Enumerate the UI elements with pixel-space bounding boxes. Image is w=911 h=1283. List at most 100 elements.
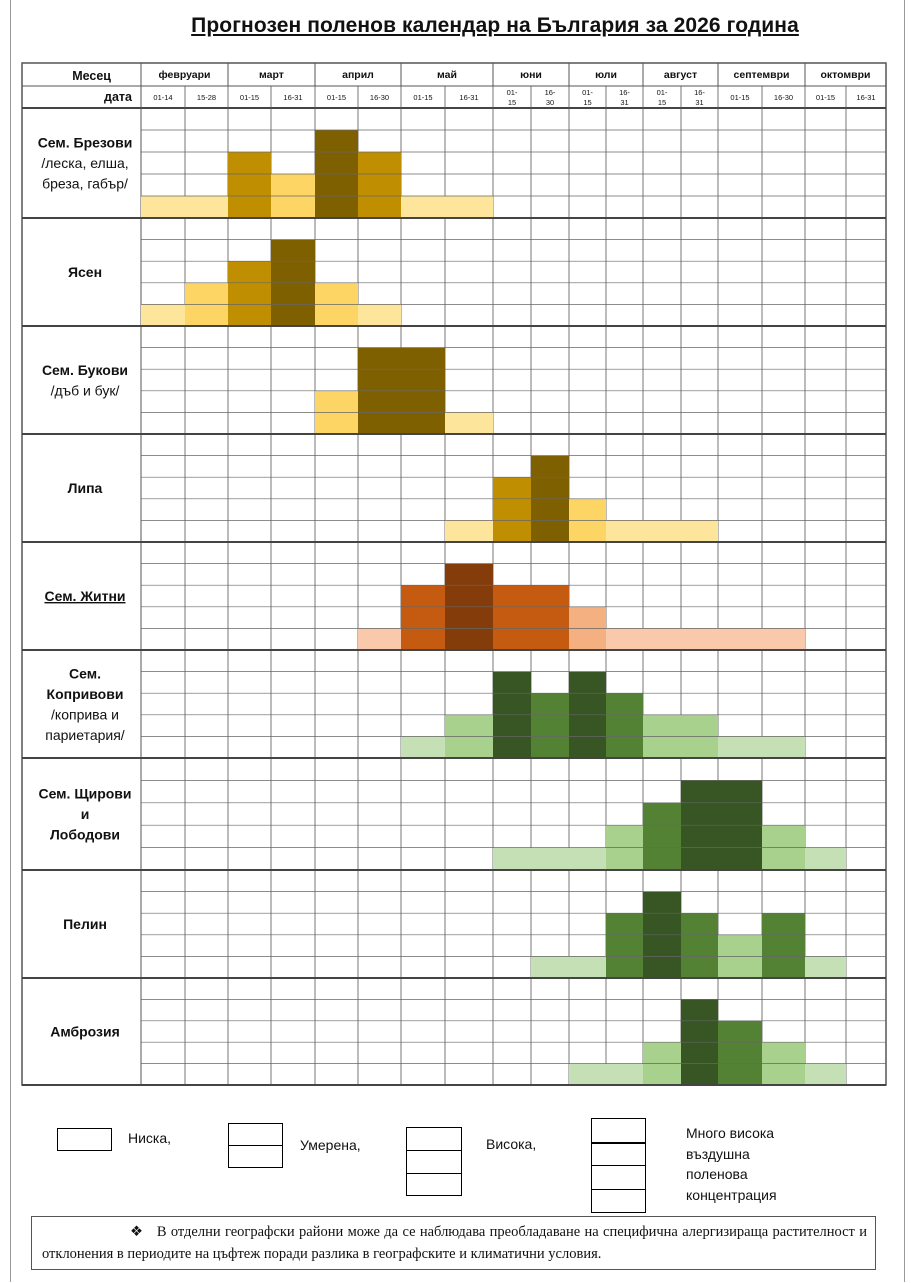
pollen-bar [681,913,718,978]
plant-label: Сем. Брезови [38,135,133,151]
period-label-part: 31 [620,98,628,107]
pollen-bar [445,520,493,542]
pollen-bar [569,956,606,978]
pollen-bar [401,196,445,218]
page-border [10,0,905,1282]
plant-label: /леска, елша, [41,155,128,171]
month-label: март [259,69,284,81]
pollen-bar [643,802,681,870]
legend-very-high-line-1: Много висока [686,1125,775,1141]
legend-very-high-line-2: въздушна [686,1145,750,1162]
month-label: юни [520,69,542,81]
pollen-bar [606,693,643,758]
period-label: 16-31 [283,93,302,102]
plant-label: Пелин [63,916,107,932]
legend-label-moderate: Умерена, [300,1137,361,1153]
month-label: май [437,69,457,81]
pollen-bar [531,847,569,870]
legend-very-high-line-4: концентрация [686,1186,777,1203]
pollen-bar [493,477,531,542]
note-box: ❖ В отделни географски райони може да се… [31,1216,876,1270]
month-label: август [664,69,697,81]
pollen-bar [445,412,493,434]
period-label-part: 15 [508,98,516,107]
pollen-bar [805,847,846,870]
plant-label: Лободови [50,827,120,843]
pollen-bar [643,520,681,542]
date-header-label: дата [104,90,133,104]
plant-label: Липа [68,480,103,496]
pollen-bar [531,956,569,978]
pollen-bar [493,585,531,650]
legend-very-high-line-3: поленова [686,1166,748,1182]
pollen-bar [762,913,805,978]
pollen-bar [493,847,531,870]
pollen-bar [718,736,762,758]
period-label: 01-15 [730,93,749,102]
period-label: 01-15 [327,93,346,102]
legend-swatch-moderate [228,1123,283,1168]
pollen-bar [606,520,643,542]
pollen-bar [531,585,569,650]
period-label: 01-15 [816,93,835,102]
period-label: 01-15 [240,93,259,102]
period-label: 15-28 [197,93,216,102]
plant-label: париетария/ [45,727,125,743]
pollen-bar [718,628,762,650]
pollen-bar [358,628,401,650]
period-label: 16-31 [856,93,875,102]
pollen-bar [569,1063,606,1085]
period-label: 01-15 [657,88,668,107]
pollen-bar [718,1020,762,1085]
pollen-calendar-chart: Месец дата февруари март април май юни юли авгус… [21,62,887,1086]
month-label: октомври [820,69,870,81]
note-bullet-icon: ❖ [130,1224,144,1240]
pollen-bar [681,520,718,542]
period-label-part: 01- [507,88,518,97]
month-header-label: Месец [72,69,111,83]
plant-label: /коприва и [51,706,119,722]
plant-label: /дъб и бук/ [51,382,120,398]
period-label-part: 30 [546,98,554,107]
plant-label: Ясен [68,264,102,280]
plant-label: Амброзия [50,1024,120,1040]
plant-label: Сем. Щирови [38,786,131,802]
page-title: Прогнозен поленов календар на България з… [191,14,799,37]
period-label-part: 16- [545,88,556,97]
month-label: февруари [158,69,210,81]
period-label-part: 01- [582,88,593,97]
pollen-bar [805,956,846,978]
pollen-bar [569,847,606,870]
note-text: В отделни географски райони може да се н… [42,1224,868,1262]
period-label: 01-15 [507,88,518,107]
pollen-bar [805,1063,846,1085]
legend-swatch-low [57,1128,112,1151]
period-label-part: 15 [583,98,591,107]
pollen-bar [606,628,643,650]
period-label-part: 31 [695,98,703,107]
period-label: 16-30 [774,93,793,102]
pollen-bar [401,585,445,650]
plant-label: Сем. Житни [44,588,125,604]
pollen-bar [358,304,401,326]
period-label-part: 15 [658,98,666,107]
pollen-bar [141,196,185,218]
month-label: април [342,69,374,81]
period-label-part: 16- [619,88,630,97]
period-label-part: 01- [657,88,668,97]
pollen-bar [185,196,228,218]
plant-label: Копривови [47,686,124,702]
pollen-bar [531,693,569,758]
plant-label: Сем. [69,665,101,681]
period-label-part: 16- [694,88,705,97]
period-label: 01-15 [413,93,432,102]
pollen-bar [606,913,643,978]
period-label: 16-30 [370,93,389,102]
pollen-bar [228,152,271,218]
pollen-bar [643,628,681,650]
pollen-bar [606,1063,643,1085]
pollen-bar [228,261,271,326]
legend-label-very-high: Много висока въздушна поленова концентра… [686,1123,777,1205]
legend-swatch-high [406,1127,462,1196]
legend-label-high: Висока, [486,1136,537,1152]
